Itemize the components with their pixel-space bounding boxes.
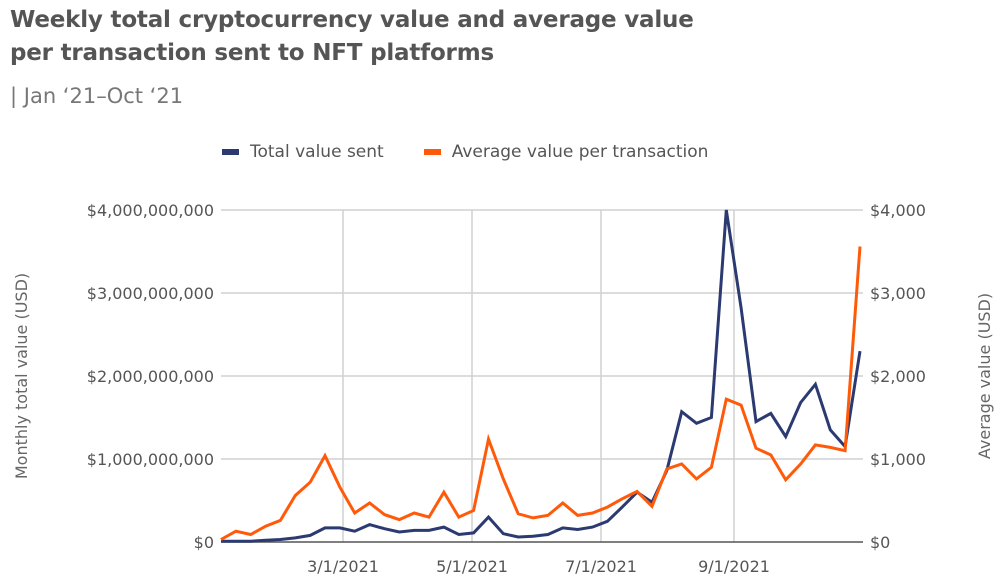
y-right-tick-label: $1,000 bbox=[870, 450, 926, 469]
y-left-tick-label: $1,000,000,000 bbox=[87, 450, 214, 469]
y-left-tick-label: $3,000,000,000 bbox=[87, 284, 214, 303]
x-tick-label: 3/1/2021 bbox=[307, 557, 379, 576]
x-tick-label: 9/1/2021 bbox=[698, 557, 770, 576]
y-left-tick-label: $2,000,000,000 bbox=[87, 367, 214, 386]
y-right-tick-label: $2,000 bbox=[870, 367, 926, 386]
y-axis-left-label: Monthly total value (USD) bbox=[12, 273, 31, 479]
legend-item-average: Average value per transaction bbox=[423, 142, 709, 162]
y-left-tick-label: $4,000,000,000 bbox=[87, 201, 214, 220]
y-axis-right: $0 $1,000 $2,000 $3,000 $4,000 bbox=[870, 201, 926, 552]
legend: Total value sent Average value per trans… bbox=[222, 142, 748, 162]
y-right-tick-label: $4,000 bbox=[870, 201, 926, 220]
chart-title: Weekly total cryptocurrency value and av… bbox=[10, 7, 694, 66]
legend-label-total: Total value sent bbox=[250, 142, 384, 162]
x-tick-label: 5/1/2021 bbox=[436, 557, 508, 576]
series-lines bbox=[220, 209, 862, 543]
y-left-tick-label: $0 bbox=[194, 533, 214, 552]
gridlines bbox=[221, 209, 863, 542]
series-line-total-value bbox=[221, 209, 862, 543]
y-right-tick-label: $0 bbox=[870, 533, 890, 552]
legend-label-average: Average value per transaction bbox=[451, 142, 709, 162]
y-right-tick-label: $3,000 bbox=[870, 284, 926, 303]
legend-swatch-total bbox=[222, 149, 239, 155]
x-tick-label: 7/1/2021 bbox=[565, 557, 637, 576]
y-axis-left: $0 $1,000,000,000 $2,000,000,000 $3,000,000… bbox=[87, 201, 214, 552]
y-axis-right-label: Average value (USD) bbox=[975, 293, 994, 459]
series-line-average-value bbox=[220, 246, 862, 541]
chart-subtitle: | Jan ‘21–Oct ‘21 bbox=[10, 84, 184, 108]
legend-item-total: Total value sent bbox=[222, 142, 384, 162]
legend-swatch-average bbox=[423, 149, 441, 155]
x-axis: 3/1/2021 5/1/2021 7/1/2021 9/1/2021 bbox=[221, 541, 863, 576]
